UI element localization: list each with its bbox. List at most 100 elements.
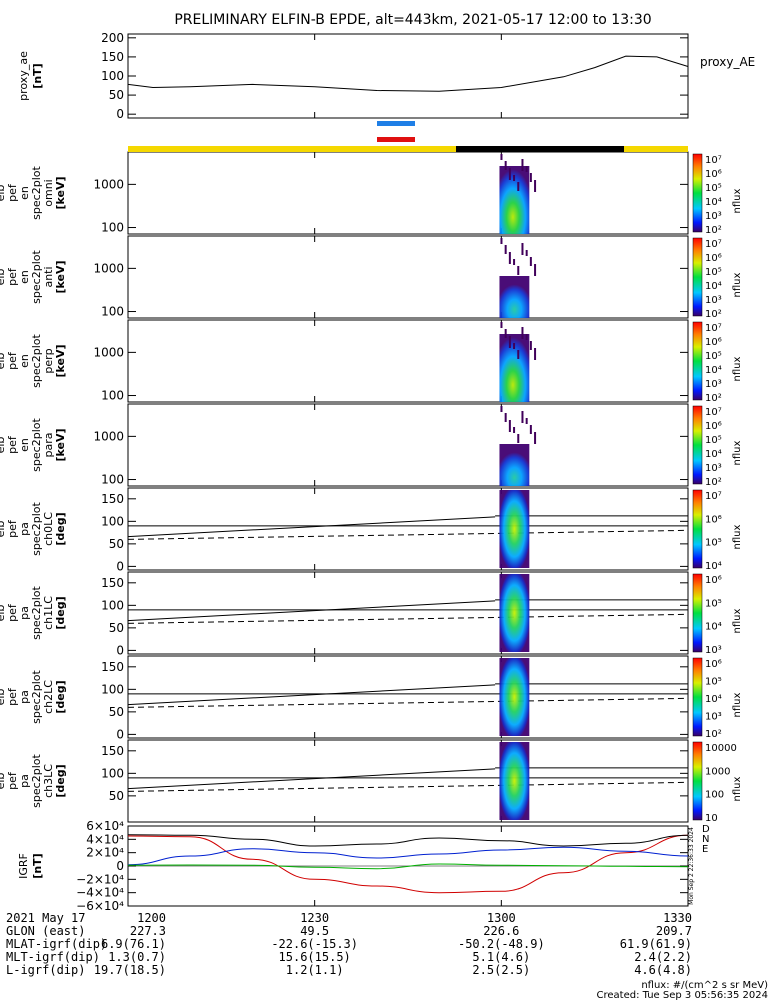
loss-cone-line	[127, 684, 496, 706]
y-tick-label: 100	[101, 682, 124, 696]
colorbar-tick-label: 100	[705, 790, 724, 801]
y-axis-label: [keV]	[54, 344, 67, 377]
colorbar-tick-label: 10⁷	[705, 155, 722, 166]
spectrogram-flux	[499, 276, 530, 318]
colorbar-tick-label: 10³	[705, 712, 722, 723]
y-tick-label: 6×10⁴	[86, 819, 124, 833]
plot-title: PRELIMINARY ELFIN-B EPDE, alt=443km, 202…	[174, 12, 651, 28]
y-axis-label: elb	[0, 269, 7, 286]
colorbar-label: nflux	[732, 692, 743, 717]
orbit-shadow-bar	[456, 146, 624, 152]
y-axis-label: [nT]	[31, 63, 44, 88]
panel-frame-0	[127, 33, 689, 119]
colorbar-tick-label: 10²	[705, 393, 722, 404]
y-axis-label: elb	[0, 773, 7, 790]
y-axis-label: pa	[18, 606, 31, 620]
spectrogram-speckle	[529, 257, 532, 266]
colorbar-tick-label: 10⁵	[705, 598, 722, 609]
y-axis-label: pa	[18, 690, 31, 704]
y-tick-label: 150	[101, 492, 124, 506]
colorbar-tick-label: 10⁴	[705, 365, 722, 376]
colorbar	[692, 321, 703, 401]
spectrogram-speckle	[513, 259, 516, 265]
spectrogram-speckle	[504, 245, 507, 254]
panel-frame-8	[127, 739, 689, 823]
footer-cell: 2.4(2.2)	[634, 950, 692, 964]
y-axis-label: ch1LC	[42, 596, 55, 630]
y-tick-label: 50	[109, 621, 124, 635]
colorbar-tick-label: 10⁵	[705, 435, 722, 446]
y-tick-label: 150	[101, 50, 124, 64]
y-axis-label: pef	[6, 183, 19, 202]
colorbar-tick-label: 10²	[705, 729, 722, 740]
panel-frame-2	[127, 235, 689, 319]
loss-cone-line	[127, 768, 496, 790]
colorbar-tick-label: 10⁷	[705, 323, 722, 334]
y-tick-label: 100	[101, 69, 124, 83]
footer-cell: 4.6(4.8)	[634, 963, 692, 977]
y-axis-label: [keV]	[54, 260, 67, 293]
colorbar-tick-label: 10⁶	[705, 169, 722, 180]
colorbar-tick-label: 10⁷	[705, 491, 722, 502]
y-axis-label: spec2plot	[30, 166, 43, 220]
igrf-d-line	[127, 834, 689, 894]
colorbar-tick-label: 10	[705, 813, 718, 824]
y-axis-label: elb	[0, 437, 7, 454]
colorbar-tick-label: 10⁷	[705, 239, 722, 250]
colorbar-tick-label: 10³	[705, 463, 722, 474]
pitch-angle-flux	[499, 658, 530, 736]
footer-cell: 1.2(1.1)	[286, 963, 344, 977]
y-axis-label: en	[18, 438, 31, 452]
colorbar	[692, 237, 703, 317]
y-axis-label: [keV]	[54, 428, 67, 461]
y-axis-label: spec2plot	[30, 670, 43, 724]
y-axis-label: pef	[6, 267, 19, 286]
spectrogram-speckle	[525, 418, 528, 424]
science-zone-red-bar	[377, 137, 415, 142]
y-tick-label: 1000	[93, 345, 124, 359]
y-tick-label: 1000	[93, 261, 124, 275]
panel-frame-5	[127, 487, 689, 571]
colorbar-tick-label: 10⁵	[705, 267, 722, 278]
colorbar-tick-label: 10⁵	[705, 677, 722, 688]
y-tick-label: 50	[109, 88, 124, 102]
y-tick-label: 4×10⁴	[86, 832, 124, 846]
y-axis-label: [deg]	[54, 512, 67, 545]
anti-loss-cone-line	[127, 613, 689, 624]
y-axis-label: proxy_ae	[17, 51, 30, 101]
y-tick-label: 150	[101, 744, 124, 758]
colorbar	[692, 573, 703, 653]
y-tick-label: −6×10⁴	[76, 899, 124, 913]
spectrogram-speckle	[529, 425, 532, 434]
spectrogram-speckle	[500, 238, 503, 244]
orbit-indicator	[128, 121, 688, 152]
pitch-angle-flux	[499, 574, 530, 652]
spectrogram-speckle	[525, 334, 528, 340]
y-tick-label: 0	[116, 107, 124, 121]
y-axis-label: en	[18, 270, 31, 284]
y-tick-label: 100	[101, 514, 124, 528]
anti-loss-cone-line	[127, 529, 689, 540]
colorbar-label: nflux	[732, 776, 743, 801]
colorbar-tick-label: 10⁶	[705, 253, 722, 264]
spectrogram-speckle	[508, 420, 511, 432]
y-axis-label: [nT]	[31, 853, 44, 878]
footer-cell: 227.3	[130, 924, 166, 938]
y-tick-label: 150	[101, 576, 124, 590]
y-axis-label: pef	[6, 519, 19, 538]
colorbar	[692, 657, 703, 737]
footer-cell: 6.9(76.1)	[101, 937, 166, 951]
colorbar-tick-label: 10³	[705, 645, 722, 656]
y-axis-label: spec2plot	[30, 334, 43, 388]
footer-row-label: 2021 May 17	[6, 911, 85, 925]
y-tick-label: 2×10⁴	[86, 846, 124, 860]
colorbar-tick-label: 10⁴	[705, 694, 722, 705]
loss-cone-line	[127, 516, 496, 538]
y-axis-label: elb	[0, 185, 7, 202]
spectrogram-speckle	[513, 175, 516, 181]
colorbar-tick-label: 10²	[705, 477, 722, 488]
spectrogram-speckle	[513, 343, 516, 349]
spectrogram-speckle	[534, 432, 537, 444]
